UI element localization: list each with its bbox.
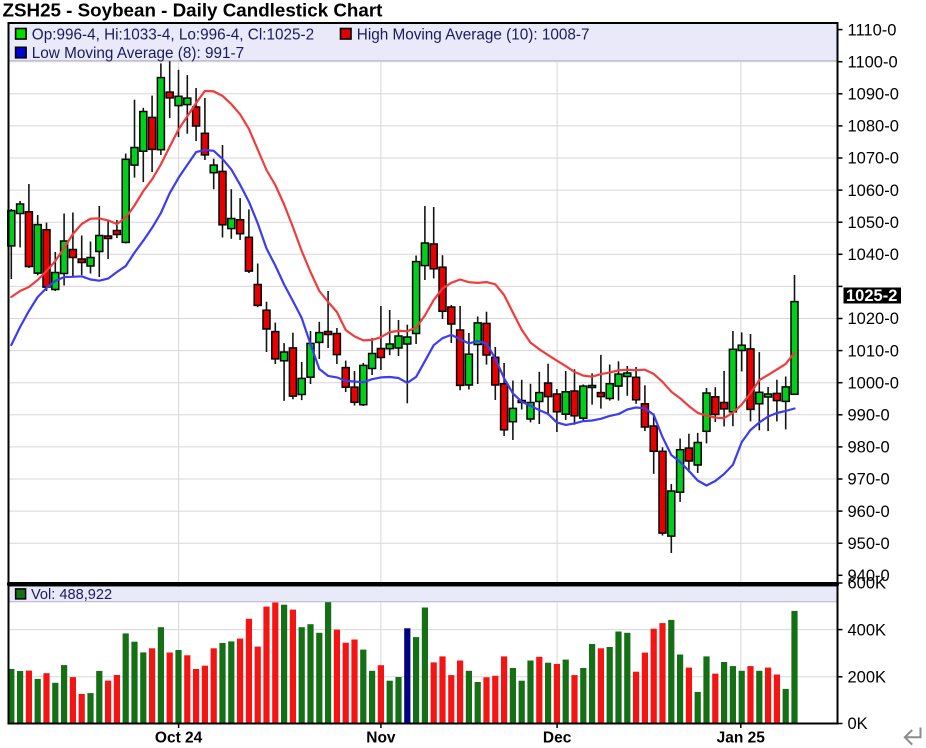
svg-text:400K: 400K: [848, 621, 887, 639]
svg-text:Op:996-4, Hi:1033-4, Lo:996-4,: Op:996-4, Hi:1033-4, Lo:996-4, Cl:1025-2: [32, 26, 314, 43]
svg-text:Dec: Dec: [543, 730, 572, 747]
svg-text:Nov: Nov: [366, 730, 396, 747]
svg-text:1020-0: 1020-0: [848, 310, 899, 328]
svg-text:600K: 600K: [848, 575, 887, 593]
svg-text:990-0: 990-0: [848, 407, 890, 425]
svg-text:ZSH25 - Soybean - Daily Candle: ZSH25 - Soybean - Daily Candlestick Char…: [3, 0, 384, 21]
svg-text:1060-0: 1060-0: [848, 182, 899, 200]
svg-text:1040-0: 1040-0: [848, 246, 899, 264]
svg-text:1080-0: 1080-0: [848, 118, 899, 136]
svg-text:Jan 25: Jan 25: [717, 730, 766, 747]
svg-text:1110-0: 1110-0: [848, 21, 897, 39]
svg-text:960-0: 960-0: [848, 503, 890, 521]
svg-text:Vol: 488,922: Vol: 488,922: [31, 587, 112, 603]
svg-text:1000-0: 1000-0: [848, 374, 899, 392]
svg-text:0K: 0K: [848, 715, 868, 733]
svg-text:1025-2: 1025-2: [846, 287, 897, 305]
svg-text:940-0: 940-0: [848, 567, 890, 585]
svg-text:1070-0: 1070-0: [848, 150, 899, 168]
svg-text:1100-0: 1100-0: [848, 53, 898, 71]
svg-text:1090-0: 1090-0: [848, 86, 899, 104]
svg-text:970-0: 970-0: [848, 471, 890, 489]
svg-text:200K: 200K: [848, 669, 887, 687]
svg-text:Oct 24: Oct 24: [155, 730, 203, 747]
svg-text:950-0: 950-0: [848, 535, 890, 553]
svg-text:980-0: 980-0: [848, 439, 890, 457]
svg-text:1010-0: 1010-0: [848, 342, 899, 360]
svg-text:High Moving Average (10): 1008: High Moving Average (10): 1008-7: [357, 26, 590, 43]
svg-text:1050-0: 1050-0: [848, 214, 899, 232]
svg-text:Low Moving Average (8): 991-7: Low Moving Average (8): 991-7: [32, 45, 244, 62]
